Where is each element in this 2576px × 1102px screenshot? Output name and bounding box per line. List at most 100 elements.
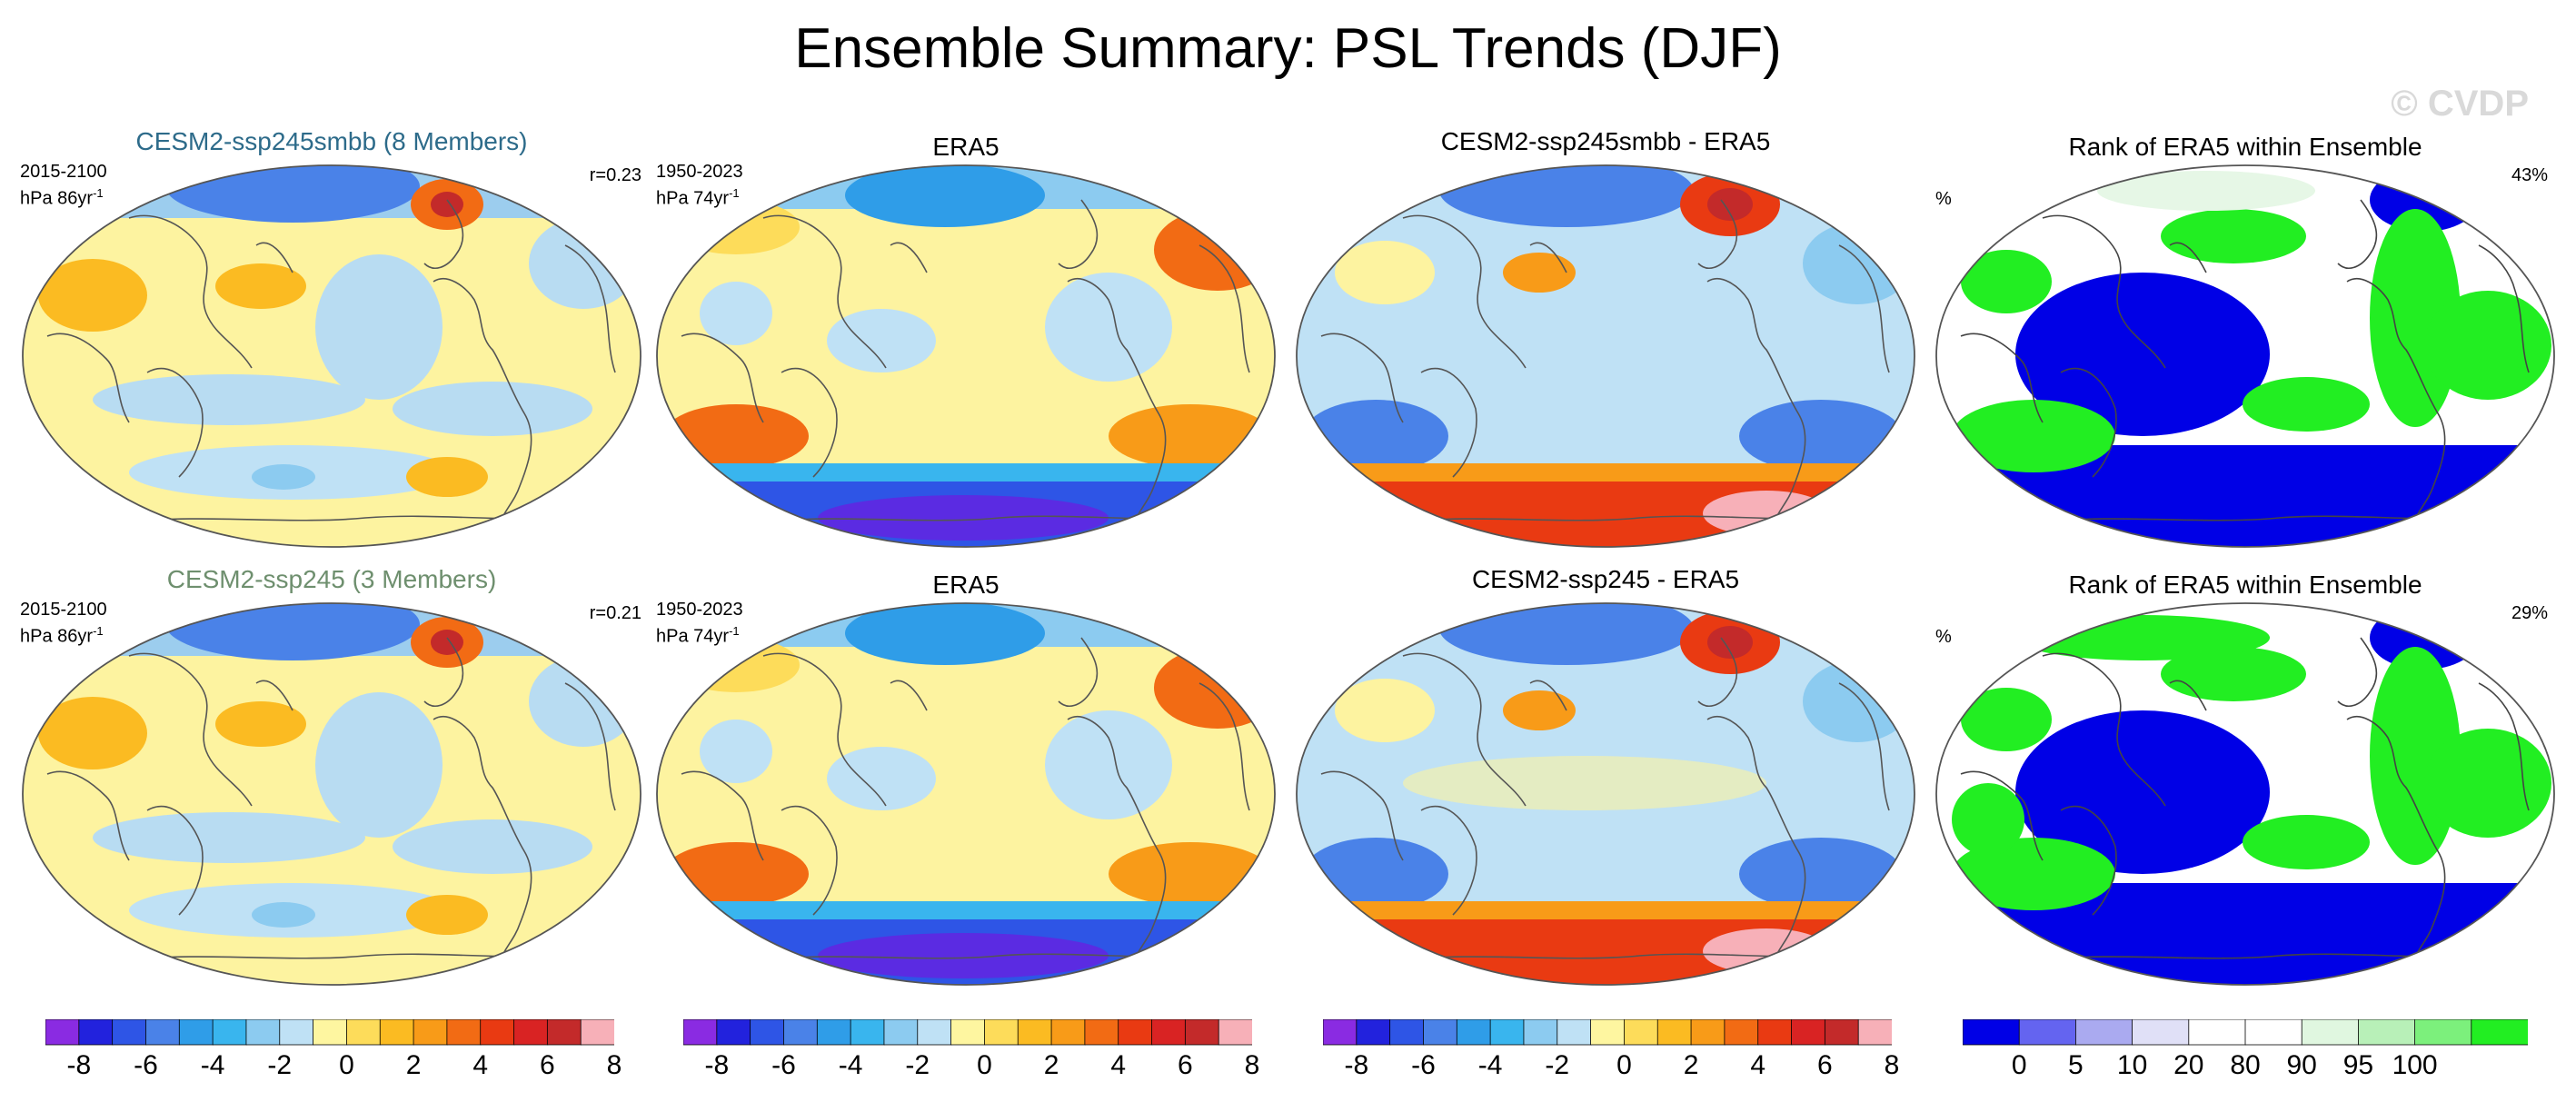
south-indian-high-rank — [1952, 838, 2115, 910]
coastline — [762, 214, 887, 369]
map-boundary — [1296, 164, 1915, 548]
asia-high — [672, 638, 800, 692]
trend-map — [1296, 164, 1915, 548]
antarctic-high — [1703, 491, 1830, 536]
colorbar-tick-label: 4 — [1110, 1050, 1127, 1080]
south-pacific-low — [393, 382, 592, 436]
colorbar-tick-label: 2 — [405, 1050, 422, 1080]
colorbar-swatch — [2188, 1018, 2246, 1046]
panel-years-units: 1950-2023 hPa 74yr-1 — [656, 600, 743, 648]
pacific-high-rank — [2161, 647, 2306, 701]
asia-high — [1335, 679, 1435, 742]
colorbar-tick-label: 8 — [1244, 1050, 1260, 1080]
indian-low — [93, 374, 365, 425]
coastline — [423, 199, 464, 269]
antarctic-low — [818, 933, 1109, 978]
map-body — [1296, 164, 1915, 548]
correlation-label: r=0.21 — [589, 603, 642, 623]
units-exponent: -1 — [729, 624, 740, 638]
colorbar-tick-label: -6 — [1411, 1050, 1436, 1080]
map-body — [1935, 164, 2555, 548]
coastline — [46, 770, 130, 861]
coastline — [1420, 367, 1477, 478]
southern-ocean-high — [1297, 915, 1915, 985]
arctic-low — [1439, 165, 1694, 227]
asia-high — [1335, 241, 1435, 304]
pacific-high — [1503, 253, 1576, 293]
colorbar-swatch — [1724, 1018, 1759, 1046]
colorbar-tick-label: -4 — [1477, 1050, 1503, 1080]
antarctic-high — [1703, 928, 1830, 974]
colorbar-tick-label: -8 — [1344, 1050, 1369, 1080]
units-label: hPa 86yr — [20, 626, 94, 647]
panel-rank-row2: Rank of ERA5 within Ensemble % 29% — [1932, 565, 2559, 990]
colorbar-swatch — [1824, 1018, 1860, 1046]
colorbar-tick-label: 4 — [1750, 1050, 1766, 1080]
panel-title: CESM2-ssp245smbb (8 Members) — [135, 127, 528, 155]
panel-title: ERA5 — [932, 571, 1000, 599]
coastline — [2169, 242, 2207, 273]
pacific-high — [215, 263, 306, 309]
panel-model-row1: CESM2-ssp245smbb (8 Members) 2015-2100 h… — [20, 127, 643, 552]
coastline — [2478, 682, 2530, 811]
south-pacific-low — [393, 819, 592, 874]
coastline — [1058, 199, 1099, 269]
colorbar-tick-label: 100 — [2392, 1050, 2438, 1080]
colorbar-swatch — [1184, 1018, 1220, 1046]
pacific-low — [315, 692, 443, 838]
south-pacific-high-rank — [2243, 815, 2370, 869]
trend-map — [656, 602, 1276, 986]
colorbar-tick-label: 6 — [1817, 1050, 1833, 1080]
colorbar-swatches — [45, 1018, 615, 1046]
coastline — [1320, 333, 1404, 423]
pacific-high-rank — [2161, 209, 2306, 263]
colorbar-swatch — [1218, 1018, 1253, 1046]
coastline — [2042, 214, 2166, 369]
colorbar-swatch — [1690, 1018, 1726, 1046]
units-exponent: -1 — [93, 186, 104, 200]
panel-rank-row1: Rank of ERA5 within Ensemble % 43% — [1932, 127, 2559, 552]
arctic-low — [165, 165, 420, 223]
coastline — [681, 333, 764, 423]
coastline — [1529, 680, 1567, 711]
colorbar-swatch — [1322, 1018, 1358, 1046]
colorbar-swatch — [2414, 1018, 2472, 1046]
colorbar-swatch — [1523, 1018, 1558, 1046]
map-body — [22, 164, 642, 548]
southern-ocean-edge — [1297, 901, 1915, 919]
rank-map — [1935, 164, 2555, 548]
colorbar-tick-label: 10 — [2116, 1050, 2148, 1080]
years-label: 2015-2100 — [20, 162, 107, 182]
southern-ocean-edge — [1297, 463, 1915, 482]
colorbar-tick-label: 0 — [977, 1050, 992, 1080]
coastline — [255, 680, 293, 711]
southern-ocean-edge — [657, 463, 1275, 482]
colorbar-tick-label: -6 — [771, 1050, 796, 1080]
map-boundary — [1935, 602, 2555, 986]
map-boundary — [1296, 602, 1915, 986]
colorbar-tick-label: -8 — [704, 1050, 730, 1080]
atlantic-low — [1803, 223, 1912, 304]
coastline — [1706, 278, 1806, 523]
map-body — [1296, 602, 1915, 986]
colorbar-swatch — [2301, 1018, 2360, 1046]
coastline — [1402, 214, 1527, 369]
colorbar-swatch — [1151, 1018, 1187, 1046]
arctic-low — [1439, 603, 1694, 665]
colorbar-tick-label: 95 — [2342, 1050, 2374, 1080]
coastline — [564, 682, 616, 811]
tropical-band — [1403, 756, 1766, 810]
indian-low — [93, 812, 365, 863]
contour-layers — [23, 603, 641, 985]
andes-high — [406, 457, 488, 497]
colorbar-tick-label: 20 — [2173, 1050, 2204, 1080]
units-label: hPa 86yr — [20, 188, 94, 209]
colorbar-swatch — [1356, 1018, 1391, 1046]
years-label: 1950-2023 — [656, 600, 743, 620]
colorbar-swatch — [2244, 1018, 2303, 1046]
asia-high — [672, 200, 800, 254]
contour-layers — [23, 165, 641, 547]
colorbar-swatches — [1322, 1018, 1893, 1046]
colorbar-swatch — [1423, 1018, 1458, 1046]
colorbar-swatch — [682, 1018, 718, 1046]
